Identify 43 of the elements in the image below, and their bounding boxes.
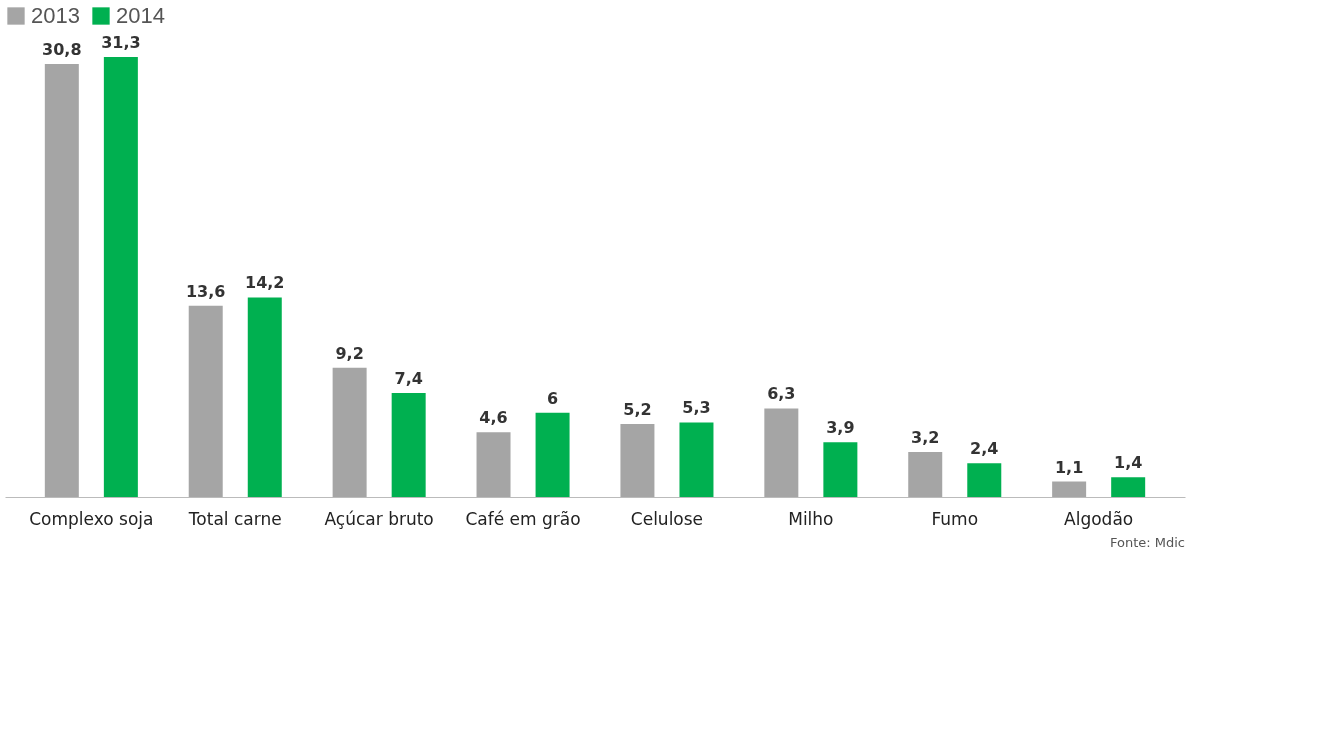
- source-note: Fonte: Mdic: [1109, 535, 1185, 550]
- data-label: 4,6: [479, 408, 508, 428]
- data-label: 7,4: [394, 368, 423, 388]
- bar: [332, 367, 367, 497]
- bar: [391, 392, 426, 497]
- x-tick-label: Complexo soja: [29, 508, 154, 529]
- data-label: 6: [547, 388, 559, 408]
- data-label: 3,2: [911, 428, 940, 448]
- legend-label: 2014: [116, 3, 165, 28]
- data-label: 5,2: [623, 399, 652, 419]
- bar: [764, 408, 799, 497]
- data-label: 2,4: [970, 439, 999, 459]
- x-tick-label: Milho: [788, 508, 834, 529]
- bar: [476, 432, 511, 497]
- data-label: 30,8: [42, 40, 82, 60]
- x-tick-label: Total carne: [187, 508, 282, 529]
- data-label: 3,9: [826, 418, 855, 438]
- bar: [967, 463, 1002, 497]
- x-tick-label: Açúcar bruto: [324, 508, 434, 529]
- bar: [535, 412, 570, 497]
- data-label: 31,3: [101, 33, 141, 52]
- x-tick-label: Celulose: [630, 508, 704, 529]
- x-tick-label: Café em grão: [465, 508, 581, 529]
- bar: [679, 422, 714, 497]
- data-label: 6,3: [767, 384, 796, 404]
- x-tick-label: Fumo: [931, 508, 979, 529]
- bar: [908, 452, 943, 497]
- bar: [823, 442, 858, 497]
- data-label: 9,2: [335, 343, 364, 363]
- bar: [1052, 481, 1087, 497]
- data-label: 5,3: [682, 398, 711, 418]
- data-label: 1,1: [1054, 457, 1084, 477]
- bar: [247, 297, 282, 497]
- bar: [44, 64, 79, 497]
- data-label: 13,6: [185, 281, 226, 301]
- legend-label: 2013: [31, 3, 80, 28]
- bar: [620, 423, 655, 497]
- data-label: 14,2: [245, 273, 285, 293]
- bar: [103, 57, 138, 497]
- x-tick-label: Algodão: [1064, 508, 1134, 529]
- data-label: 1,4: [1114, 453, 1143, 473]
- bar: [188, 305, 223, 497]
- bar: [1111, 477, 1146, 497]
